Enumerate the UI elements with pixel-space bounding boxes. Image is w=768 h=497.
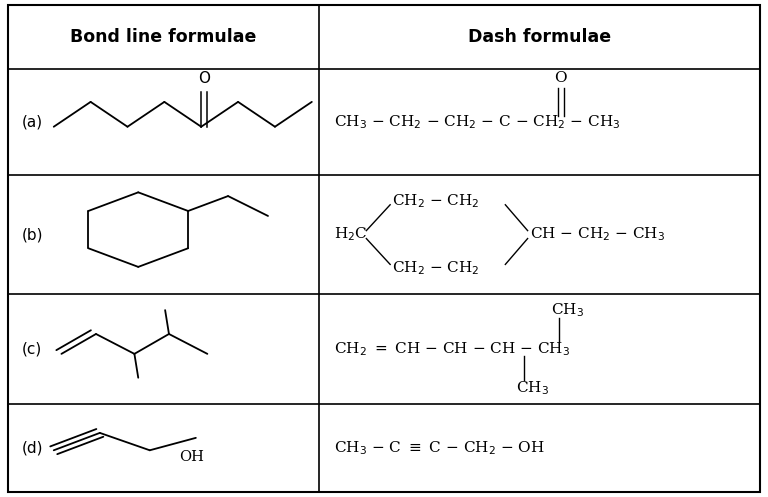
Text: CH $-$ CH$_2$ $-$ CH$_3$: CH $-$ CH$_2$ $-$ CH$_3$ xyxy=(530,226,665,244)
FancyBboxPatch shape xyxy=(8,5,760,492)
Text: CH$_2$ $-$ CH$_2$: CH$_2$ $-$ CH$_2$ xyxy=(392,259,479,277)
Text: OH: OH xyxy=(180,450,204,464)
Text: CH$_3$: CH$_3$ xyxy=(516,379,549,397)
Text: Dash formulae: Dash formulae xyxy=(468,28,611,46)
Text: Bond line formulae: Bond line formulae xyxy=(70,28,257,46)
Text: O: O xyxy=(554,72,567,85)
Text: (a): (a) xyxy=(22,114,43,129)
Text: H$_2$C: H$_2$C xyxy=(334,226,368,244)
Text: O: O xyxy=(198,71,210,86)
Text: CH$_2$ $=$ CH $-$ CH $-$ CH $-$ CH$_3$: CH$_2$ $=$ CH $-$ CH $-$ CH $-$ CH$_3$ xyxy=(334,340,570,358)
Text: (d): (d) xyxy=(22,440,43,455)
Text: (b): (b) xyxy=(22,227,43,242)
Text: CH$_3$: CH$_3$ xyxy=(551,301,584,319)
Text: CH$_3$ $-$ CH$_2$ $-$ CH$_2$ $-$ C $-$ CH$_2$ $-$ CH$_3$: CH$_3$ $-$ CH$_2$ $-$ CH$_2$ $-$ C $-$ C… xyxy=(334,113,621,131)
Text: CH$_2$ $-$ CH$_2$: CH$_2$ $-$ CH$_2$ xyxy=(392,192,479,210)
Text: (c): (c) xyxy=(22,341,41,356)
Text: CH$_3$ $-$ C $\equiv$ C $-$ CH$_2$ $-$ OH: CH$_3$ $-$ C $\equiv$ C $-$ CH$_2$ $-$ O… xyxy=(334,439,545,457)
